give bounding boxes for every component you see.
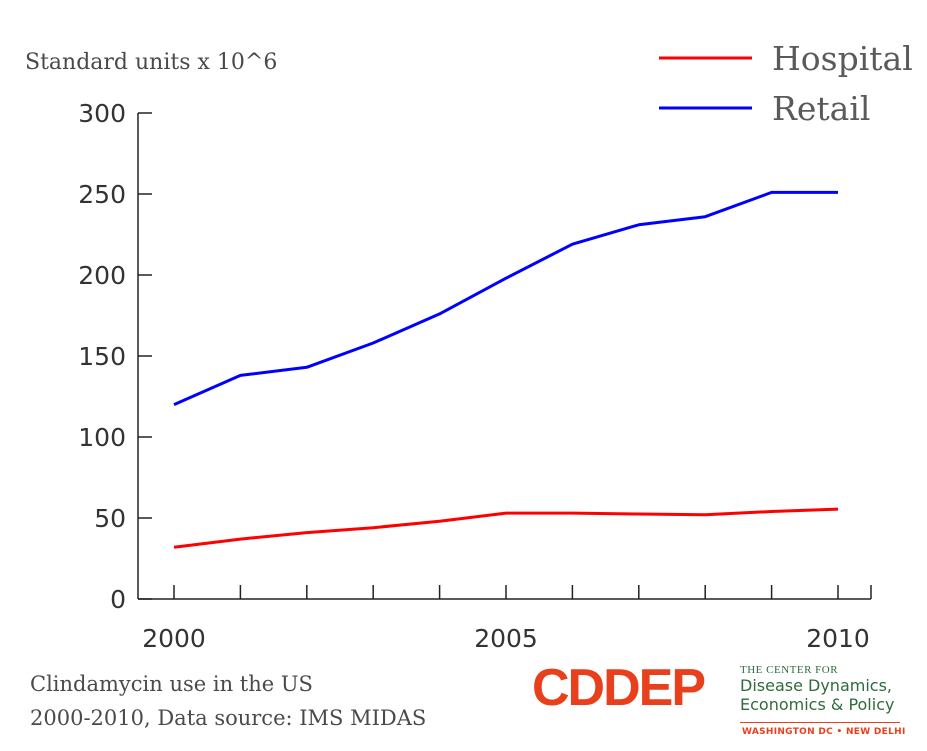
caption-line-1: Clindamycin use in the US bbox=[30, 672, 313, 696]
series-line-retail bbox=[173, 190, 838, 406]
caption-line-2: 2000-2010, Data source: IMS MIDAS bbox=[30, 706, 427, 730]
y-tick-label: 100 bbox=[78, 423, 126, 452]
y-tick-label: 0 bbox=[110, 585, 126, 614]
logo-bottom-line: WASHINGTON DC • NEW DELHI bbox=[742, 727, 906, 737]
logo-line-2: Economics & Policy bbox=[740, 695, 895, 714]
logo-top-line: THE CENTER FOR bbox=[740, 664, 839, 676]
legend-label-hospital: Hospital bbox=[772, 39, 913, 78]
series-line-hospital bbox=[173, 507, 839, 549]
logo-line-1: Disease Dynamics, bbox=[740, 676, 892, 695]
logo-mark: CDDEP bbox=[532, 659, 706, 717]
x-tick-label: 2010 bbox=[806, 624, 870, 653]
x-tick-label: 2000 bbox=[142, 624, 206, 653]
legend-label-retail: Retail bbox=[772, 89, 870, 128]
x-tick-label: 2005 bbox=[474, 624, 538, 653]
y-tick-label: 300 bbox=[78, 99, 126, 128]
series-layer bbox=[173, 190, 839, 549]
y-tick-label: 250 bbox=[78, 180, 126, 209]
y-axis-label: Standard units x 10^6 bbox=[25, 50, 277, 75]
logo-divider bbox=[740, 722, 900, 723]
y-tick-label: 200 bbox=[78, 261, 126, 290]
y-tick-label: 50 bbox=[94, 504, 126, 533]
legend: Hospital Retail bbox=[659, 39, 913, 128]
cddep-logo: CDDEP THE CENTER FOR Disease Dynamics, E… bbox=[532, 658, 917, 748]
axes: 0 50 100 150 200 250 300 2000 2005 2010 bbox=[78, 99, 872, 653]
y-tick-label: 150 bbox=[78, 342, 126, 371]
